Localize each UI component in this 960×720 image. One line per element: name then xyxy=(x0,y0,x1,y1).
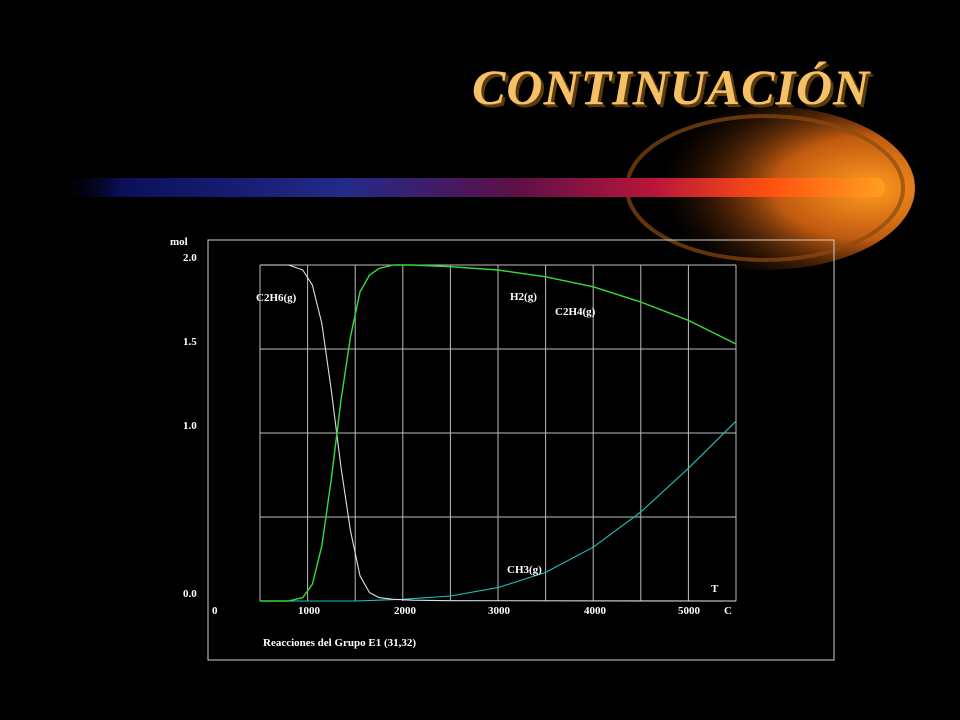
y-tick-label: 1.0 xyxy=(183,420,197,432)
series-label-c2h4: C2H4(g) xyxy=(555,306,596,318)
y-tick-label: 1.5 xyxy=(183,336,197,348)
series-line-h2g xyxy=(260,264,737,602)
x-axis-ticks: 0 1000 2000 3000 4000 5000 xyxy=(212,605,701,617)
x-axis-unit: C xyxy=(724,605,732,617)
x-axis-label: T xyxy=(711,583,719,595)
x-tick-label: 1000 xyxy=(298,605,321,617)
series-label-ch3: CH3(g) xyxy=(507,564,542,576)
series-label-c2h6: C2H6(g) xyxy=(256,292,297,304)
series-label-h2: H2(g) xyxy=(510,291,537,303)
series-line-c2h6g xyxy=(260,264,737,602)
y-tick-label: 0.0 xyxy=(183,588,197,600)
y-axis-ticks: 0.0 1.0 1.5 2.0 xyxy=(183,252,197,600)
x-tick-label: 2000 xyxy=(394,605,417,617)
grid xyxy=(259,264,737,601)
series-line-ch3g xyxy=(260,420,737,602)
accent-beam xyxy=(55,178,885,197)
x-tick-label: 3000 xyxy=(488,605,511,617)
x-tick-label: 5000 xyxy=(678,605,701,617)
y-axis-label: mol xyxy=(170,236,188,248)
x-tick-label: 4000 xyxy=(584,605,607,617)
x-tick-label: 0 xyxy=(212,605,218,617)
series-lines xyxy=(260,264,737,602)
chart-frame xyxy=(207,239,835,661)
slide-title: CONTINUACIÓN xyxy=(472,59,871,115)
chart-caption: Reacciones del Grupo E1 (31,32) xyxy=(263,637,416,649)
y-tick-label: 2.0 xyxy=(183,252,197,264)
